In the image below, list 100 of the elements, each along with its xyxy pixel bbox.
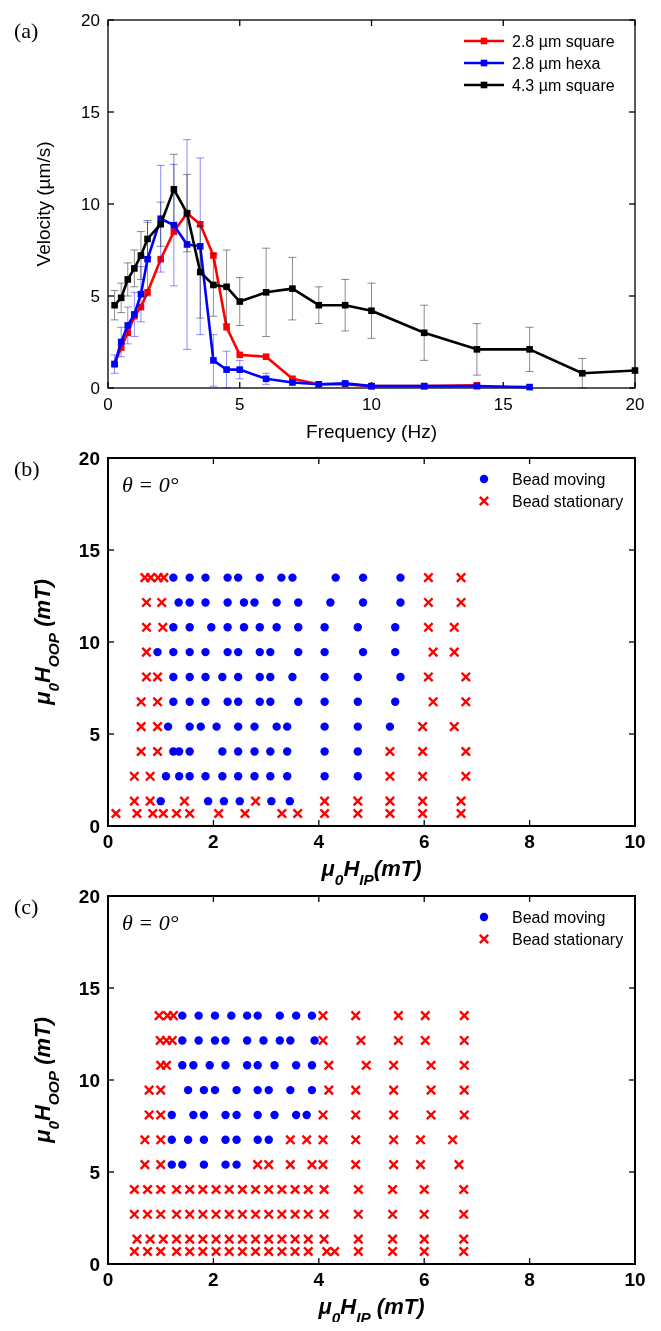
point bbox=[275, 1036, 284, 1045]
point bbox=[227, 1011, 236, 1020]
point bbox=[178, 1011, 187, 1020]
point bbox=[264, 1135, 273, 1144]
point bbox=[232, 1135, 241, 1144]
chart-title: (a) bbox=[14, 18, 39, 43]
point bbox=[289, 379, 296, 386]
point bbox=[236, 298, 244, 305]
x-tick-label: 8 bbox=[524, 1269, 535, 1290]
point bbox=[302, 1110, 311, 1120]
y-tick-label: 20 bbox=[78, 885, 100, 907]
annotation: θ = 0° bbox=[122, 910, 179, 935]
point bbox=[124, 322, 132, 329]
y-tick-label: 0 bbox=[89, 815, 100, 837]
x-tick-label: 15 bbox=[493, 395, 513, 414]
point bbox=[242, 1061, 252, 1070]
point bbox=[232, 1085, 241, 1095]
point bbox=[124, 276, 132, 283]
point bbox=[157, 220, 164, 228]
point bbox=[183, 1135, 193, 1144]
point bbox=[210, 1011, 220, 1020]
point bbox=[131, 265, 138, 272]
point bbox=[242, 1036, 252, 1045]
point bbox=[262, 353, 270, 361]
chart-title: (b) bbox=[14, 456, 40, 481]
point bbox=[111, 301, 118, 309]
y-tick-label: 15 bbox=[78, 977, 101, 999]
legend-label: Bead stationary bbox=[512, 492, 624, 510]
legend-label: 2.8 µm square bbox=[512, 32, 615, 50]
x-axis-title: Frequency (Hz) bbox=[306, 421, 437, 442]
point bbox=[270, 1061, 279, 1070]
point bbox=[178, 1061, 187, 1070]
x-tick-label: 6 bbox=[418, 831, 430, 852]
legend-label: 4.3 µm square bbox=[512, 76, 615, 94]
point bbox=[236, 366, 244, 373]
point bbox=[210, 252, 217, 259]
point bbox=[253, 1110, 262, 1120]
point bbox=[144, 235, 151, 243]
y-tick-label: 10 bbox=[78, 1069, 100, 1091]
point bbox=[291, 1011, 301, 1020]
point bbox=[232, 1110, 241, 1120]
point bbox=[144, 255, 151, 263]
point bbox=[253, 1135, 262, 1144]
point bbox=[310, 1036, 319, 1045]
point bbox=[221, 1135, 230, 1144]
y-axis-title: Velocity (µm/s) bbox=[33, 141, 54, 267]
point bbox=[167, 1110, 176, 1120]
x-tick-label: 10 bbox=[624, 1269, 646, 1290]
point bbox=[341, 301, 349, 309]
y-tick-label: 5 bbox=[89, 1161, 101, 1183]
point bbox=[264, 1085, 273, 1095]
point bbox=[170, 185, 178, 193]
point bbox=[199, 1160, 209, 1169]
legend-label: 2.8 µm hexa bbox=[512, 54, 601, 72]
y-tick-label: 5 bbox=[90, 286, 100, 306]
point bbox=[183, 1085, 193, 1095]
point bbox=[315, 301, 323, 309]
x-tick-label: 20 bbox=[625, 395, 645, 414]
point bbox=[286, 1085, 295, 1095]
y-tick-label: 10 bbox=[81, 194, 100, 214]
y-tick-label: 5 bbox=[89, 723, 101, 745]
x-tick-label: 6 bbox=[418, 1269, 430, 1290]
point bbox=[167, 1135, 176, 1144]
point bbox=[270, 1110, 279, 1120]
point bbox=[232, 1160, 241, 1169]
point bbox=[242, 1011, 252, 1020]
point bbox=[137, 252, 145, 259]
point bbox=[196, 243, 204, 250]
point bbox=[194, 1011, 203, 1020]
point bbox=[144, 289, 151, 296]
point bbox=[189, 1061, 198, 1070]
x-tick-label: 5 bbox=[235, 395, 245, 414]
x-tick-label: 8 bbox=[524, 831, 535, 852]
x-tick-label: 2 bbox=[208, 1269, 219, 1290]
x-tick-label: 4 bbox=[313, 1269, 325, 1290]
point bbox=[526, 346, 533, 353]
point bbox=[210, 1036, 220, 1045]
x-axis-title: μ$_{0}$H$_{IP}$(mT) bbox=[320, 856, 422, 888]
y-tick-label: 15 bbox=[78, 539, 101, 561]
point bbox=[579, 369, 586, 377]
point bbox=[210, 281, 217, 289]
point bbox=[473, 346, 481, 353]
point bbox=[420, 329, 428, 337]
x-tick-label: 10 bbox=[624, 831, 646, 852]
point bbox=[253, 1011, 262, 1020]
point bbox=[183, 241, 191, 248]
point bbox=[262, 289, 270, 296]
point bbox=[291, 1110, 301, 1120]
point bbox=[167, 1160, 176, 1169]
point bbox=[199, 1110, 209, 1120]
point bbox=[199, 1085, 209, 1095]
x-tick-label: 10 bbox=[362, 395, 381, 414]
y-tick-label: 10 bbox=[78, 631, 100, 653]
point bbox=[189, 1110, 198, 1120]
point bbox=[221, 1061, 230, 1070]
annotation: θ = 0° bbox=[122, 472, 179, 497]
point bbox=[368, 307, 375, 315]
point bbox=[157, 255, 164, 263]
point bbox=[194, 1036, 203, 1045]
chart-title: (c) bbox=[14, 894, 39, 919]
